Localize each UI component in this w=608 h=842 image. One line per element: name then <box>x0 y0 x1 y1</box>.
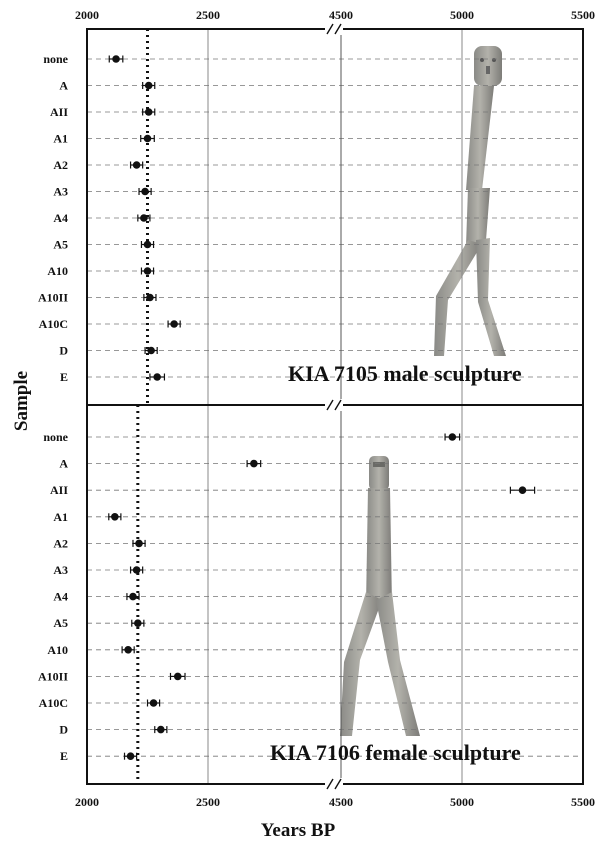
data-point <box>518 486 527 495</box>
female-sculpture-photo <box>340 456 420 736</box>
data-points <box>108 55 536 760</box>
data-point <box>173 672 182 681</box>
axis-break-mark <box>326 399 334 411</box>
sample-label: none <box>43 430 68 444</box>
sample-label: A10 <box>47 643 68 657</box>
data-point <box>129 592 137 601</box>
panel-label-female: KIA 7106 female sculpture <box>270 740 521 765</box>
data-point <box>153 373 161 381</box>
sample-label: A10C <box>39 317 68 331</box>
data-point <box>132 566 141 574</box>
data-point <box>132 161 141 169</box>
plot-frames <box>86 23 584 790</box>
sample-label: A2 <box>53 536 68 550</box>
x-tick-label-top: 4500 <box>329 8 353 22</box>
data-point <box>448 433 457 441</box>
x-tick-label-top: 2000 <box>75 8 99 22</box>
data-point <box>143 240 152 249</box>
data-point <box>141 187 149 196</box>
male-sculpture-photo <box>434 46 506 356</box>
data-point <box>144 108 153 116</box>
sample-label: A10II <box>38 291 68 305</box>
axis-break-mark <box>326 23 334 35</box>
sample-label: A10II <box>38 669 68 683</box>
sample-label: E <box>60 749 68 763</box>
sample-label: D <box>59 723 68 737</box>
sample-label: A4 <box>53 211 68 225</box>
data-point <box>124 646 132 654</box>
sample-label: A10 <box>47 264 68 278</box>
axis-break-gap <box>325 778 343 790</box>
x-axis-title: Years BP <box>261 820 336 841</box>
data-point <box>134 619 142 627</box>
axis-break-gap <box>325 399 343 411</box>
sample-label: A5 <box>53 238 68 252</box>
x-axis-ticks: 2000 2000 2500 2500 4500 4500 5000 5000 5500 5500 <box>75 8 595 809</box>
data-point <box>144 81 153 90</box>
data-point <box>250 459 258 468</box>
sample-label: A3 <box>53 185 68 199</box>
axis-break-mark <box>326 778 334 790</box>
sample-label: none <box>43 52 68 66</box>
data-point <box>143 134 152 143</box>
sample-label: A4 <box>53 590 68 604</box>
x-tick-label-bottom: 4500 <box>329 795 353 809</box>
sample-label: D <box>59 344 68 358</box>
axis-break-gap <box>325 23 343 35</box>
sample-label: A3 <box>53 563 68 577</box>
x-tick-label-top: 5500 <box>571 8 595 22</box>
data-point <box>126 752 135 760</box>
axis-break-mark <box>334 23 342 35</box>
data-point <box>157 725 165 734</box>
sample-label: A10C <box>39 696 68 710</box>
y-axis-title: Sample <box>11 371 32 431</box>
sample-label: A2 <box>53 158 68 172</box>
x-tick-label-bottom: 2500 <box>196 795 220 809</box>
data-point <box>170 320 178 328</box>
data-point <box>111 513 119 521</box>
x-tick-label-top: 2500 <box>196 8 220 22</box>
data-point <box>143 267 152 275</box>
gridlines <box>87 29 583 784</box>
sample-labels: noneAAIIA1A2A3A4A5A10A10IIA10CDEnoneAAII… <box>38 52 69 763</box>
x-tick-label-top: 5000 <box>450 8 474 22</box>
data-point <box>112 55 120 63</box>
x-tick-label-bottom: 5000 <box>450 795 474 809</box>
sample-label: A1 <box>53 132 68 146</box>
x-tick-label-bottom: 2000 <box>75 795 99 809</box>
sample-label: A1 <box>53 510 68 524</box>
data-point <box>135 539 143 548</box>
sample-label: A <box>59 457 68 471</box>
sample-label: AII <box>50 483 68 497</box>
sample-label: A <box>59 79 68 93</box>
data-point <box>140 214 148 222</box>
sample-label: A5 <box>53 616 68 630</box>
data-point <box>149 699 158 707</box>
data-point <box>146 293 154 302</box>
axis-break-mark <box>334 399 342 411</box>
sample-label: AII <box>50 105 68 119</box>
x-tick-label-bottom: 5500 <box>571 795 595 809</box>
panel-label-male: KIA 7105 male sculpture <box>288 361 522 386</box>
reference-lines <box>136 29 149 784</box>
sample-label: E <box>60 370 68 384</box>
axis-break-mark <box>334 778 342 790</box>
data-point <box>147 346 155 355</box>
